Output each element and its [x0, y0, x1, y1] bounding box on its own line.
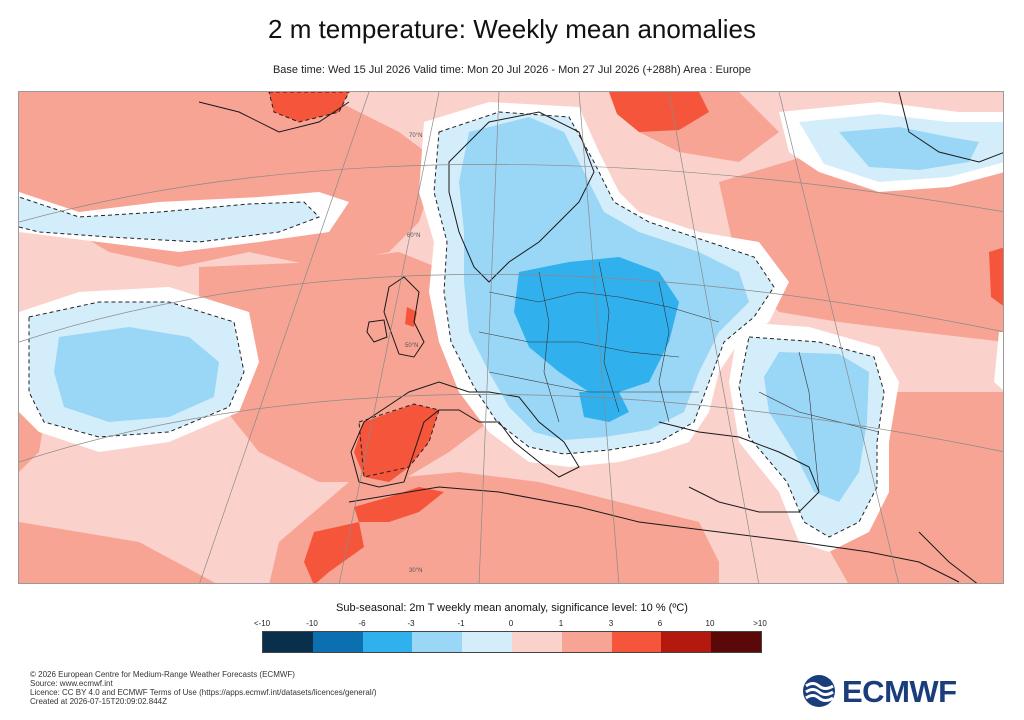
- ecmwf-logo-icon: [803, 675, 835, 707]
- colorbar-swatch: [462, 632, 512, 652]
- anomaly-map: 70°N 60°N 50°N 30°N: [19, 92, 1003, 583]
- footer-licence: Licence: CC BY 4.0 and ECMWF Terms of Us…: [30, 688, 377, 697]
- colorbar-tick-labels: <-10 -10 -6 -3 -1 0 1 3 6 10 >10: [0, 619, 1024, 629]
- colorbar-swatch: [511, 632, 562, 652]
- colorbar-swatch: [661, 632, 712, 652]
- colorbar-tick: 3: [608, 619, 614, 628]
- graticule-label: 60°N: [407, 233, 420, 239]
- colorbar-swatch: [711, 632, 761, 652]
- footer-created: Created at 2026-07-15T20:09:02.844Z: [30, 697, 167, 706]
- footer-source: Source: www.ecmwf.int: [30, 679, 113, 688]
- footer-credits: © 2026 European Centre for Medium-Range …: [30, 670, 377, 706]
- colorbar-swatch: [263, 632, 313, 652]
- map-panel[interactable]: 70°N 60°N 50°N 30°N: [18, 91, 1004, 584]
- colorbar-swatch: [412, 632, 463, 652]
- colorbar-tick: -1: [457, 619, 465, 628]
- colorbar-swatch: [362, 632, 413, 652]
- cool-anomaly-3to6: [514, 257, 679, 422]
- graticule: [19, 92, 1003, 583]
- coastlines: [198, 92, 1003, 583]
- footer-copyright: © 2026 European Centre for Medium-Range …: [30, 670, 295, 679]
- colorbar-tick: 6: [657, 619, 663, 628]
- ecmwf-logo-text: ECMWF: [842, 674, 957, 709]
- significance-contours: [19, 92, 885, 538]
- colorbar: [262, 631, 762, 653]
- legend-title: Sub-seasonal: 2m T weekly mean anomaly, …: [336, 602, 688, 614]
- colorbar-tick: 10: [705, 619, 715, 628]
- colorbar-tick: -6: [358, 619, 366, 628]
- colorbar-swatch: [611, 632, 662, 652]
- colorbar-tick: -10: [306, 619, 318, 628]
- colorbar-swatch: [312, 632, 363, 652]
- colorbar-tick: -3: [407, 619, 415, 628]
- colorbar-tick: >10: [753, 619, 767, 628]
- graticule-label: 30°N: [409, 568, 422, 574]
- ecmwf-logo: ECMWF: [802, 674, 992, 710]
- colorbar-tick: <-10: [253, 619, 271, 628]
- graticule-label: 70°N: [409, 133, 422, 139]
- colorbar-tick: 0: [508, 619, 514, 628]
- colorbar-swatch: [561, 632, 612, 652]
- colorbar-tick: 1: [558, 619, 564, 628]
- graticule-label: 50°N: [405, 343, 418, 349]
- country-borders: [478, 261, 880, 493]
- chart-subtitle: Base time: Wed 15 Jul 2026 Valid time: M…: [272, 64, 752, 76]
- chart-title: 2 m temperature: Weekly mean anomalies: [268, 14, 756, 44]
